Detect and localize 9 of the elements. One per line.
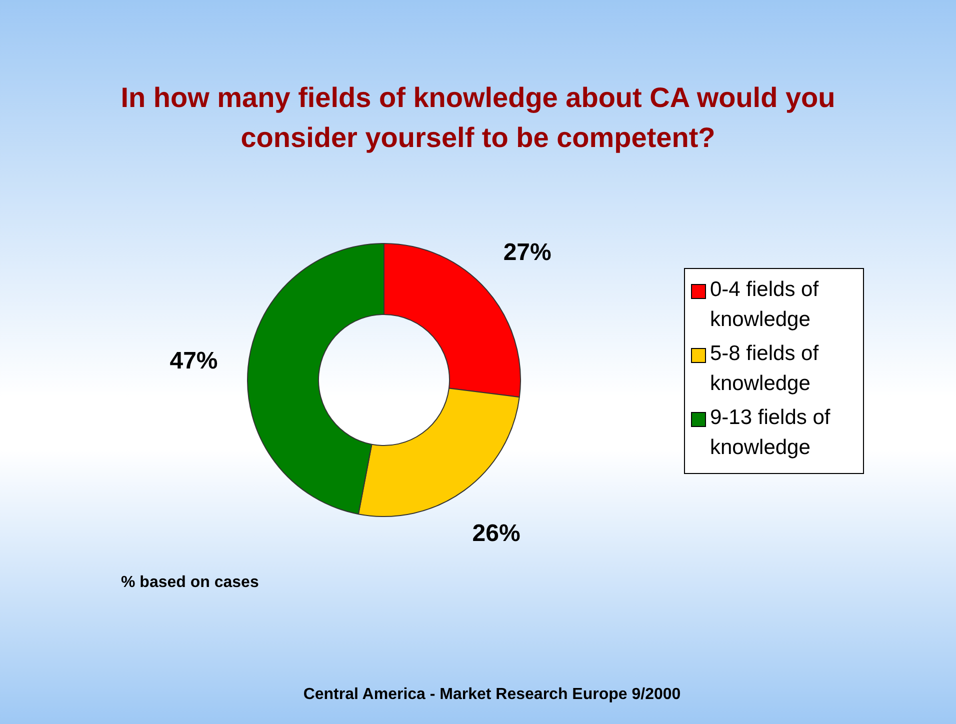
- text: % based on cases: [121, 574, 259, 592]
- data-label: 26%: [472, 520, 520, 548]
- data-label: 27%: [503, 239, 552, 266]
- legend-label: 5-8 fields of knowledge: [710, 341, 820, 397]
- legend-label: 0-4 fields of knowledge: [710, 277, 820, 333]
- chart-title: In how many fields of knowledge about CA would you consider yourself to be competent?: [120, 81, 836, 155]
- legend-label: 9-13 fields of knowledge: [710, 405, 832, 461]
- text: Central America - Market Research Europe 9/2000: [302, 686, 682, 704]
- data-label: 47%: [170, 348, 218, 375]
